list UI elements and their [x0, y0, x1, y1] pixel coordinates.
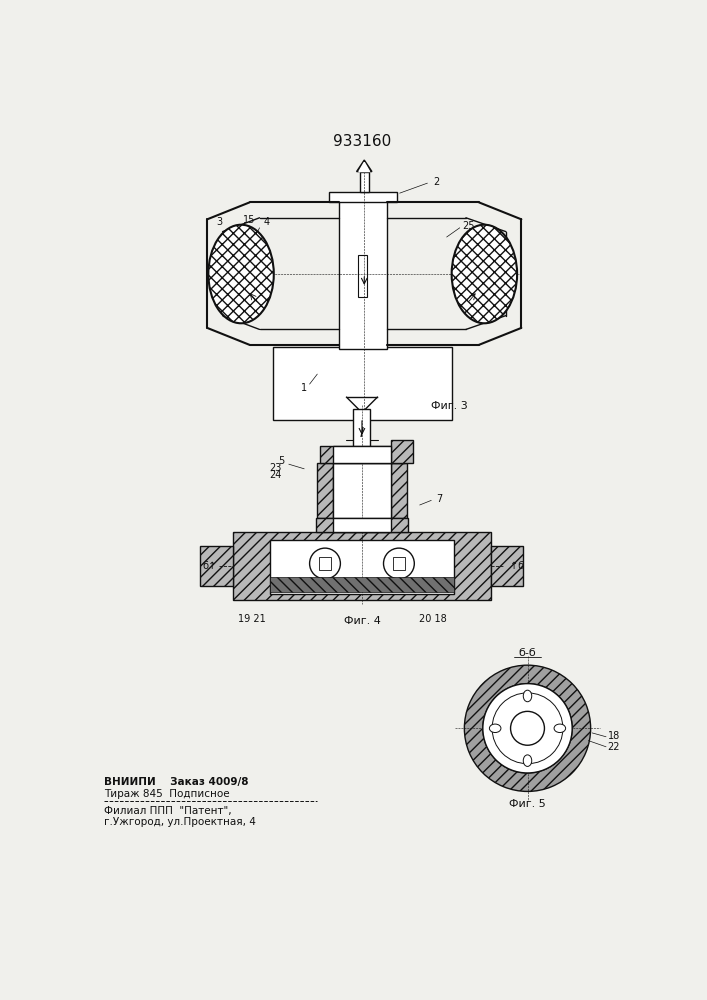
Bar — [200, 546, 233, 586]
Polygon shape — [359, 162, 370, 172]
Text: 5: 5 — [278, 456, 284, 466]
Text: 18: 18 — [607, 731, 620, 741]
Text: б-б: б-б — [519, 648, 537, 658]
Bar — [329, 192, 397, 202]
Ellipse shape — [554, 724, 566, 733]
Text: ВНИИПИ    Заказ 4009/8: ВНИИПИ Заказ 4009/8 — [104, 777, 248, 787]
Bar — [274, 347, 452, 420]
Text: г.Ужгород, ул.Проектная, 4: г.Ужгород, ул.Проектная, 4 — [104, 817, 256, 827]
Bar — [233, 532, 491, 600]
Ellipse shape — [523, 755, 532, 766]
Text: 19 21: 19 21 — [238, 614, 266, 624]
Circle shape — [483, 684, 572, 773]
Polygon shape — [356, 160, 372, 172]
Circle shape — [310, 548, 340, 579]
Bar — [393, 557, 405, 570]
Bar — [339, 201, 387, 349]
Bar — [316, 518, 408, 532]
Bar — [333, 518, 391, 532]
Ellipse shape — [209, 225, 274, 323]
Bar — [319, 557, 331, 570]
Bar — [320, 446, 404, 463]
Text: б↑: б↑ — [202, 561, 216, 571]
Bar — [269, 540, 454, 594]
Ellipse shape — [452, 225, 517, 323]
Bar — [333, 463, 391, 518]
Text: Тираж 845  Подписное: Тираж 845 Подписное — [104, 789, 230, 799]
Ellipse shape — [523, 690, 532, 702]
Text: 4: 4 — [264, 217, 269, 227]
Circle shape — [510, 711, 544, 745]
Bar — [391, 463, 407, 518]
Text: ↑б: ↑б — [510, 561, 525, 571]
Text: 25: 25 — [463, 221, 475, 231]
Text: 7: 7 — [436, 494, 442, 504]
Ellipse shape — [489, 724, 501, 733]
Text: Фиг. 4: Фиг. 4 — [344, 615, 380, 626]
Text: 23: 23 — [269, 463, 281, 473]
Circle shape — [492, 693, 563, 764]
Bar — [391, 440, 413, 463]
Text: 1: 1 — [301, 383, 308, 393]
Text: 2: 2 — [433, 177, 440, 187]
Bar — [333, 446, 391, 463]
Bar — [354, 409, 370, 446]
Bar — [358, 255, 368, 297]
Bar — [491, 546, 523, 586]
Wedge shape — [464, 665, 590, 791]
Text: I: I — [360, 426, 364, 440]
Bar — [269, 577, 454, 592]
Text: 24: 24 — [269, 470, 281, 480]
Bar — [360, 172, 369, 192]
Text: 15: 15 — [243, 215, 256, 225]
Text: 933160: 933160 — [333, 134, 391, 149]
Text: Фиг. 5: Фиг. 5 — [509, 799, 546, 809]
Text: Филиал ППП  "Патент",: Филиал ППП "Патент", — [104, 806, 232, 816]
Text: Фиг. 3: Фиг. 3 — [431, 401, 468, 411]
Text: 22: 22 — [607, 742, 620, 752]
Bar — [317, 463, 333, 518]
Text: 3: 3 — [216, 217, 223, 227]
Text: 20 18: 20 18 — [419, 614, 447, 624]
Circle shape — [383, 548, 414, 579]
